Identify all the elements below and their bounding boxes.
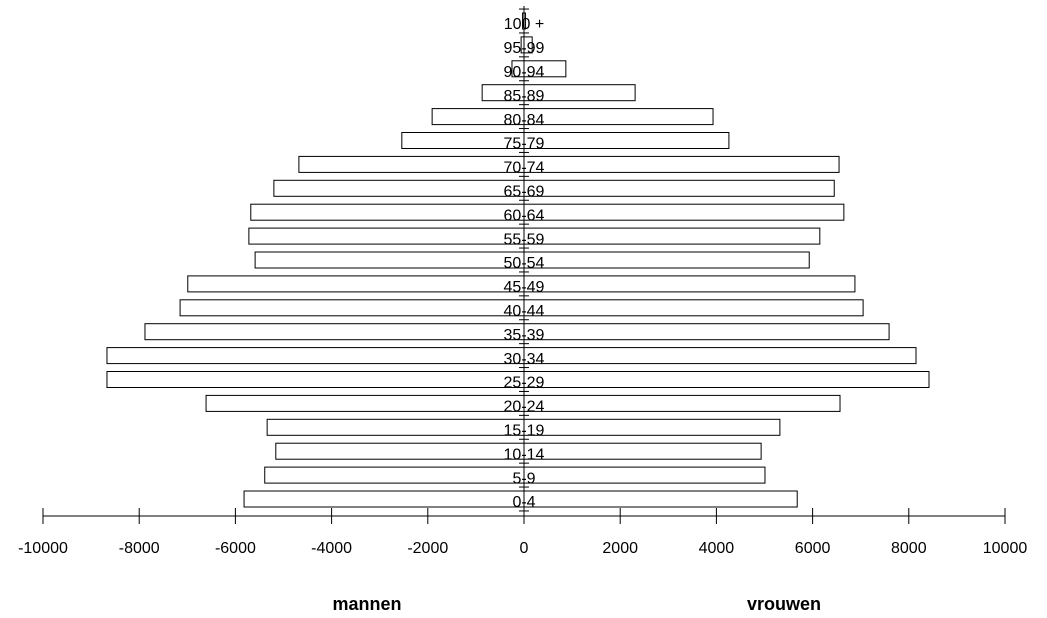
bar [254,251,525,269]
bar [275,442,525,460]
bar [187,275,525,293]
x-tick-label: 0 [520,540,529,557]
category-label: 65-69 [504,184,545,201]
bar [248,227,525,245]
bar [523,299,864,317]
category-label: 70-74 [504,160,545,177]
category-label: 55-59 [504,231,545,248]
x-tick-label: 2000 [602,540,638,557]
x-tick-label: 4000 [699,540,735,557]
bar [273,179,525,197]
bar [266,418,525,436]
category-label: 80-84 [504,112,545,129]
bar [523,275,856,293]
x-tick-label: -4000 [311,540,352,557]
bar [264,466,525,484]
bar [106,347,525,365]
bar [523,132,730,149]
bar [523,323,890,341]
bar [179,299,525,317]
category-label: 60-64 [504,207,545,224]
bar [523,371,930,388]
category-label: 75-79 [504,136,545,153]
bar [523,466,766,484]
category-label: 25-29 [504,375,545,392]
category-label: 100 + [504,16,544,33]
x-tick-label: 10000 [983,540,1028,557]
bar [144,323,525,341]
bar [523,179,835,197]
category-label: 20-24 [504,399,545,416]
category-label: 85-89 [504,88,545,105]
bar [250,203,525,221]
category-label: 90-94 [504,64,545,81]
category-label: 35-39 [504,327,545,344]
bar [106,371,525,388]
bar [523,347,917,365]
bar [523,108,714,126]
category-label: 40-44 [504,303,545,320]
bar [523,490,798,508]
category-label: 10-14 [504,446,545,463]
bar [523,442,762,460]
x-tick-label: 6000 [795,540,831,557]
x-tick-label: -10000 [18,540,68,557]
category-label: 15-19 [504,423,545,440]
x-tick-label: -6000 [215,540,256,557]
bar [523,251,810,269]
bar [523,394,841,412]
bar [523,203,845,221]
bar [523,155,840,173]
bar [523,418,781,436]
category-label: 95-99 [504,40,545,57]
x-tick-label: -8000 [119,540,160,557]
x-tick-label: -2000 [407,540,448,557]
category-label: 0-4 [512,494,535,511]
bar [298,155,525,173]
category-label: 5-9 [512,470,535,487]
bar [523,227,821,245]
side-label: vrouwen [747,594,821,614]
side-label: mannen [332,594,401,614]
category-label: 45-49 [504,279,545,296]
category-label: 30-34 [504,351,545,368]
bar [243,490,525,508]
bar [205,394,525,412]
category-label: 50-54 [504,255,545,272]
x-tick-label: 8000 [891,540,927,557]
